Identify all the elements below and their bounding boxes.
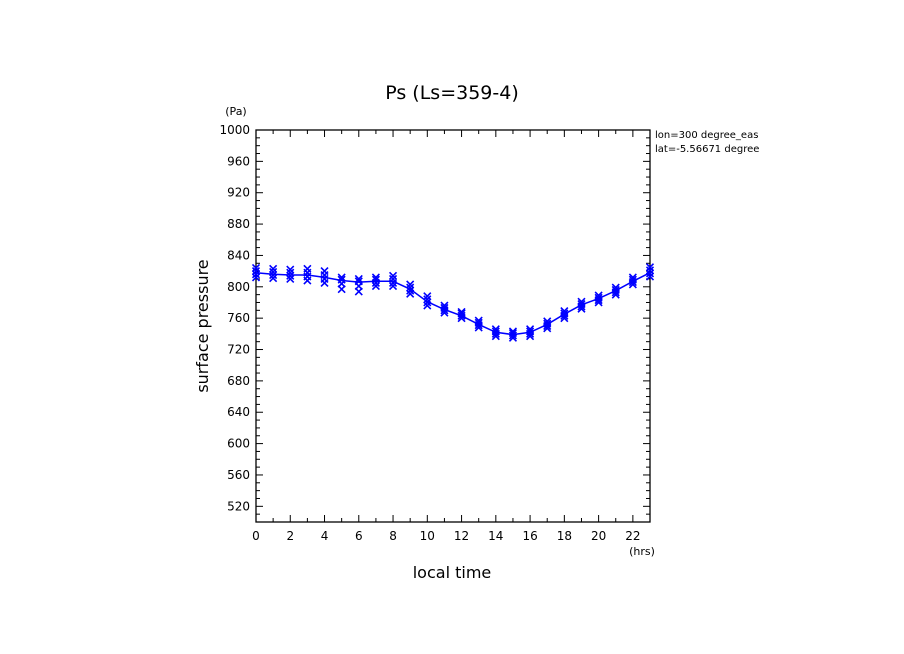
data-point-marker	[645, 269, 655, 278]
y-tick-label: 800	[227, 280, 250, 294]
plot-area: 0 2 4 6 8 10 12 14 16 18 20 22 520 560 600 640 680 720 760…	[219, 123, 655, 543]
data-point-marker	[303, 264, 312, 273]
data-point-marker	[577, 297, 586, 306]
data-point-marker	[371, 275, 380, 284]
data-point-marker	[371, 273, 380, 282]
data-point-marker	[251, 263, 261, 273]
y-tick-label: 960	[227, 154, 250, 168]
data-point-marker	[628, 273, 637, 282]
data-point-marker	[457, 307, 466, 316]
data-point-marker	[251, 273, 261, 282]
y-unit-label: (Pa)	[225, 105, 246, 118]
data-point-marker	[286, 265, 295, 274]
y-axis-label: surface pressure	[193, 259, 212, 392]
data-point-marker	[371, 281, 380, 291]
data-point-marker	[457, 309, 466, 318]
data-point-marker	[388, 271, 398, 280]
chart-title: Ps (Ls=359-4)	[385, 82, 519, 104]
data-point-marker	[645, 266, 655, 275]
data-point-marker	[577, 299, 586, 309]
data-point-marker	[645, 272, 655, 281]
data-point-marker	[560, 307, 569, 316]
y-tick-label: 760	[227, 311, 250, 325]
data-point-marker	[337, 275, 346, 284]
data-point-marker	[474, 316, 483, 325]
x-tick-label: 2	[286, 529, 294, 543]
y-tick-label: 720	[227, 343, 250, 357]
y-tick-label: 1000	[219, 123, 250, 137]
data-point-marker	[526, 325, 535, 334]
plot-frame	[255, 129, 651, 523]
data-point-marker	[337, 273, 346, 282]
data-point-marker	[423, 292, 432, 301]
data-point-marker	[354, 277, 363, 286]
data-point-marker	[440, 301, 449, 310]
data-point-marker	[269, 270, 278, 280]
data-point-marker	[508, 328, 518, 338]
x-tick-label: 16	[522, 529, 537, 543]
data-point-marker	[594, 291, 603, 300]
data-point-marker	[543, 317, 552, 326]
y-tick-label: 640	[227, 405, 250, 419]
data-point-marker	[560, 309, 569, 318]
data-point-marker	[388, 281, 398, 291]
data-point-marker	[628, 275, 637, 284]
x-tick-label: 14	[488, 529, 503, 543]
data-point-marker	[526, 327, 535, 336]
data-point-marker	[423, 298, 432, 307]
data-point-marker	[611, 283, 620, 292]
x-tick-label: 6	[355, 529, 363, 543]
x-tick-label: 4	[321, 529, 329, 543]
data-point-marker	[269, 274, 278, 283]
series-mean-line	[255, 271, 651, 336]
y-tick-label: 840	[227, 248, 250, 262]
y-tick-label: 920	[227, 186, 250, 200]
data-point-marker	[286, 271, 295, 280]
data-point-marker	[645, 263, 655, 272]
data-point-marker	[423, 301, 432, 310]
x-tick-label: 20	[591, 529, 606, 543]
data-point-marker	[406, 280, 415, 289]
data-point-marker	[423, 295, 432, 304]
data-point-marker	[286, 274, 295, 284]
x-axis-label: local time	[413, 563, 492, 582]
data-point-marker	[594, 293, 603, 302]
y-tick-label: 600	[227, 437, 250, 451]
data-point-marker	[406, 283, 415, 292]
data-point-marker	[251, 267, 261, 276]
data-point-marker	[440, 303, 449, 313]
data-point-marker	[269, 264, 278, 273]
data-point-marker	[474, 318, 483, 327]
y-tick-label: 520	[227, 499, 250, 513]
y-tick-label: 680	[227, 374, 250, 388]
data-point-marker	[491, 327, 500, 336]
x-tick-label: 22	[625, 529, 640, 543]
data-point-marker	[320, 267, 329, 276]
data-point-marker	[251, 270, 261, 279]
x-unit-label: (hrs)	[629, 545, 655, 558]
data-point-marker	[491, 325, 500, 334]
data-point-marker	[388, 274, 398, 284]
data-point-marker	[543, 319, 552, 328]
data-point-marker	[406, 286, 415, 295]
data-point-marker	[354, 274, 363, 284]
x-tick-label: 0	[252, 529, 260, 543]
x-tick-label: 8	[389, 529, 397, 543]
data-point-marker	[611, 285, 620, 295]
x-tick-label: 10	[420, 529, 435, 543]
x-tick-label: 18	[557, 529, 572, 543]
annotation-lat: lat=-5.56671 degree	[655, 144, 759, 155]
y-tick-label: 560	[227, 468, 250, 482]
data-point-marker	[406, 289, 415, 298]
data-point-marker	[286, 268, 295, 277]
x-tick-label: 12	[454, 529, 469, 543]
y-tick-label: 880	[227, 217, 250, 231]
data-point-marker	[508, 327, 518, 336]
annotation-lon: lon=300 degree_eas	[655, 130, 758, 141]
data-point-marker	[269, 267, 278, 276]
